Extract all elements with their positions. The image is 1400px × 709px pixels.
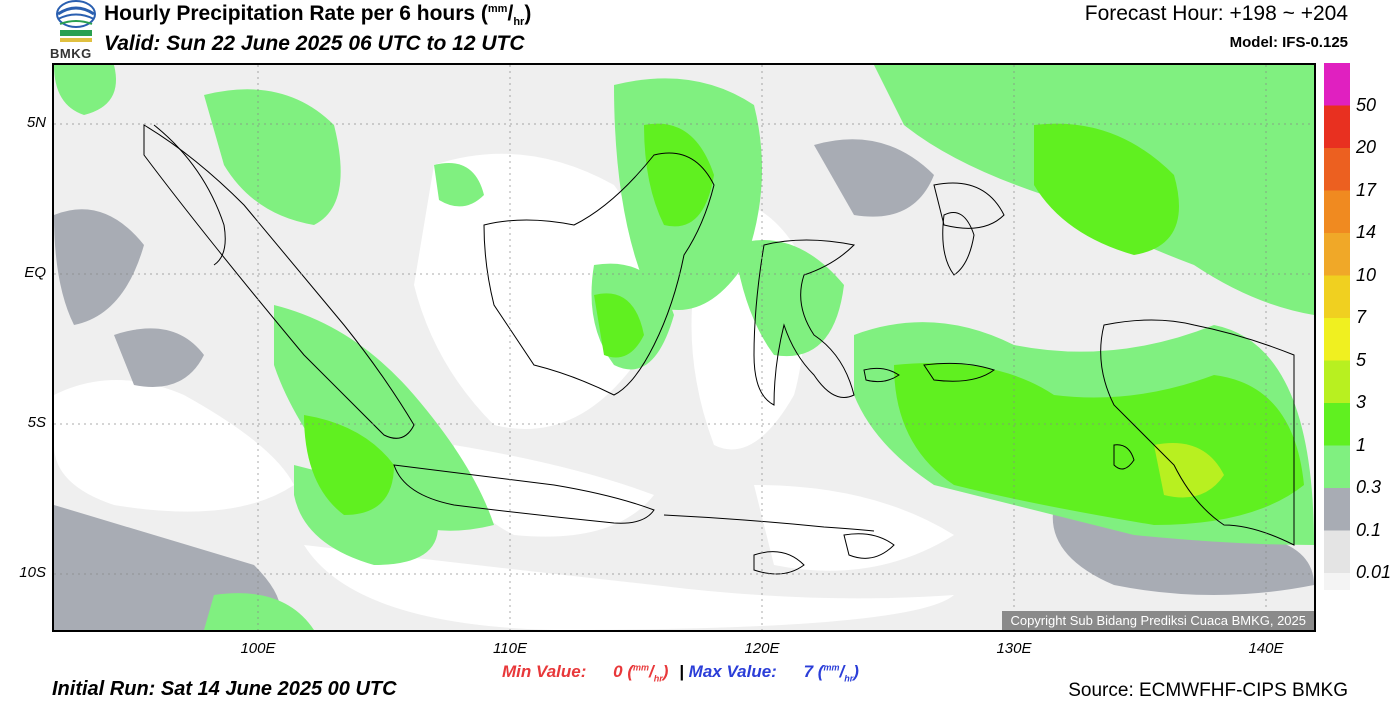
colorbar-swatch bbox=[1324, 233, 1350, 276]
min-value-label: Min Value: bbox=[502, 662, 587, 681]
lon-label-120e: 120E bbox=[744, 640, 780, 657]
title-unit-den: hr bbox=[513, 16, 525, 29]
lon-label-130e: 130E bbox=[996, 640, 1032, 657]
lat-label-10s: 10S bbox=[19, 564, 46, 581]
colorbar-swatch bbox=[1324, 318, 1350, 361]
colorbar-label: 14 bbox=[1356, 222, 1377, 242]
colorbar bbox=[1324, 63, 1350, 590]
valid-period: Valid: Sun 22 June 2025 06 UTC to 12 UTC bbox=[104, 32, 525, 55]
data-source: Source: ECMWFHF-CIPS BMKG bbox=[1068, 680, 1348, 701]
lat-label-eq: EQ bbox=[24, 264, 46, 281]
logo-text: BMKG bbox=[50, 46, 92, 61]
colorbar-swatch bbox=[1324, 148, 1350, 191]
colorbar-label: 3 bbox=[1356, 392, 1367, 412]
colorbar-label: 7 bbox=[1356, 307, 1367, 327]
colorbar-label: 17 bbox=[1356, 180, 1377, 200]
lat-label-5s: 5S bbox=[27, 414, 46, 431]
colorbar-label: 0.01 bbox=[1356, 562, 1392, 582]
colorbar-swatch bbox=[1324, 488, 1350, 531]
colorbar-label: 1 bbox=[1356, 435, 1367, 455]
colorbar-label: 10 bbox=[1356, 265, 1377, 285]
colorbar-swatch bbox=[1324, 190, 1350, 234]
bmkg-logo bbox=[56, 0, 96, 42]
min-unit: (mm/hr) bbox=[627, 662, 669, 684]
map-canvas bbox=[54, 65, 1314, 630]
colorbar-label: 5 bbox=[1356, 350, 1367, 370]
lon-label-100e: 100E bbox=[240, 640, 276, 657]
colorbar-swatch bbox=[1324, 445, 1350, 489]
lon-label-140e: 140E bbox=[1248, 640, 1284, 657]
precipitation-map bbox=[52, 63, 1316, 632]
title-main: Hourly Precipitation Rate per 6 hours ( bbox=[104, 2, 488, 25]
colorbar-label: 0.1 bbox=[1356, 520, 1382, 540]
copyright-notice: Copyright Sub Bidang Prediksi Cuaca BMKG… bbox=[1002, 611, 1314, 630]
stats-separator: | bbox=[679, 662, 684, 681]
colorbar-swatch bbox=[1324, 403, 1350, 446]
max-value: 7 bbox=[803, 662, 814, 681]
title-unit-slash: / bbox=[507, 2, 514, 25]
min-value: 0 bbox=[613, 662, 623, 681]
forecast-hour: Forecast Hour: +198 ~ +204 bbox=[1084, 2, 1348, 25]
colorbar-swatch bbox=[1324, 275, 1350, 319]
title-unit-num: mm bbox=[487, 3, 508, 15]
colorbar-swatch bbox=[1324, 360, 1350, 404]
colorbar-swatch bbox=[1324, 105, 1350, 149]
lon-label-110e: 110E bbox=[493, 640, 527, 657]
max-value-label: Max Value: bbox=[688, 662, 777, 681]
colorbar-label: 50 bbox=[1356, 95, 1377, 115]
chart-title: Hourly Precipitation Rate per 6 hours (m… bbox=[104, 2, 531, 28]
min-max-stats: Min Value: 0 (mm/hr) | Max Value: 7 (mm/… bbox=[502, 662, 859, 683]
colorbar-swatch bbox=[1324, 530, 1350, 574]
colorbar-label: 0.3 bbox=[1356, 477, 1382, 497]
max-unit: (mm/hr) bbox=[817, 662, 859, 684]
lat-label-5n: 5N bbox=[26, 114, 46, 131]
title-end: ) bbox=[524, 2, 532, 25]
colorbar-swatch bbox=[1324, 573, 1350, 590]
initial-run: Initial Run: Sat 14 June 2025 00 UTC bbox=[52, 678, 397, 700]
model-name: Model: IFS-0.125 bbox=[1229, 34, 1348, 51]
colorbar-label: 20 bbox=[1356, 137, 1377, 157]
colorbar-swatch bbox=[1324, 63, 1350, 106]
